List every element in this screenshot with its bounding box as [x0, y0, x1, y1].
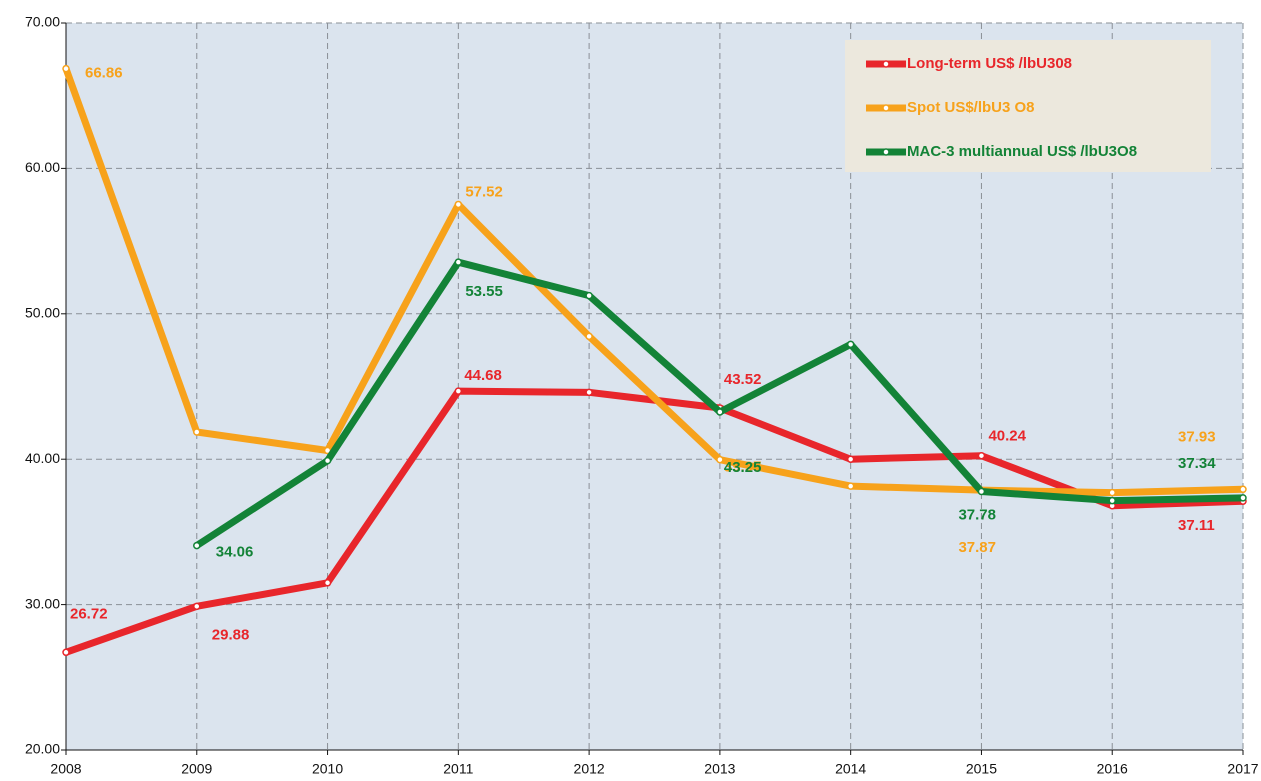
legend-label: Long-term US$ /lbU308 [907, 55, 1072, 72]
point-marker [454, 200, 463, 209]
point-marker [1239, 485, 1247, 494]
x-tick-label: 2010 [312, 761, 343, 777]
x-tick-label: 2011 [443, 761, 473, 777]
point-marker [193, 428, 201, 436]
point-marker [62, 648, 70, 657]
point-marker [323, 456, 332, 465]
point-marker [716, 408, 724, 416]
point-marker [846, 340, 855, 349]
data-label: 34.06 [216, 544, 254, 561]
point-marker [846, 455, 855, 463]
data-label: 37.87 [958, 539, 996, 556]
y-tick-label: 70.00 [25, 14, 60, 30]
point-marker [716, 455, 724, 464]
y-tick-label: 60.00 [25, 159, 60, 175]
y-tick-label: 20.00 [25, 741, 60, 757]
point-marker [585, 388, 593, 397]
data-label: 37.34 [1178, 455, 1216, 472]
legend-marker [882, 148, 890, 156]
data-label: 37.78 [958, 506, 996, 523]
data-label: 40.24 [988, 428, 1026, 445]
point-marker [193, 602, 201, 611]
point-marker [977, 487, 986, 496]
point-marker [585, 291, 593, 300]
data-label: 66.86 [85, 65, 123, 82]
legend-marker [882, 104, 890, 112]
point-marker [454, 387, 463, 395]
point-marker [1108, 488, 1116, 497]
y-tick-label: 40.00 [25, 450, 60, 466]
point-marker [454, 258, 463, 266]
point-marker [846, 482, 855, 490]
legend-label: MAC-3 multiannual US$ /lbU3O8 [907, 143, 1137, 160]
y-tick-label: 30.00 [25, 595, 60, 611]
x-tick-label: 2014 [835, 761, 866, 777]
x-tick-label: 2016 [1097, 761, 1128, 777]
point-marker [193, 541, 201, 550]
data-label: 26.72 [70, 605, 108, 622]
x-tick-label: 2017 [1227, 761, 1258, 777]
legend-label: Spot US$/lbU3 O8 [907, 99, 1035, 116]
data-label: 39.97 [724, 459, 762, 476]
point-marker [977, 451, 986, 460]
data-label: 37.93 [1178, 428, 1216, 445]
legend-marker [882, 60, 890, 68]
data-label: 44.68 [464, 367, 502, 384]
point-marker [585, 332, 593, 341]
x-tick-label: 2015 [966, 761, 997, 777]
point-marker [323, 579, 332, 587]
point-marker [62, 64, 70, 73]
x-tick-label: 2008 [50, 761, 81, 777]
data-label: 37.11 [1178, 517, 1215, 534]
x-tick-label: 2012 [574, 761, 605, 777]
series-line [62, 67, 1244, 497]
y-tick-label: 50.00 [25, 305, 60, 321]
x-tick-label: 2013 [704, 761, 735, 777]
data-label: 53.55 [465, 283, 503, 300]
point-marker [1239, 494, 1247, 502]
point-marker [1108, 496, 1116, 505]
data-label: 57.52 [465, 183, 503, 200]
x-tick-label: 2009 [181, 761, 212, 777]
data-label: 43.52 [724, 371, 762, 388]
data-label: 43.25 [724, 459, 762, 476]
data-label: 29.88 [212, 626, 250, 643]
